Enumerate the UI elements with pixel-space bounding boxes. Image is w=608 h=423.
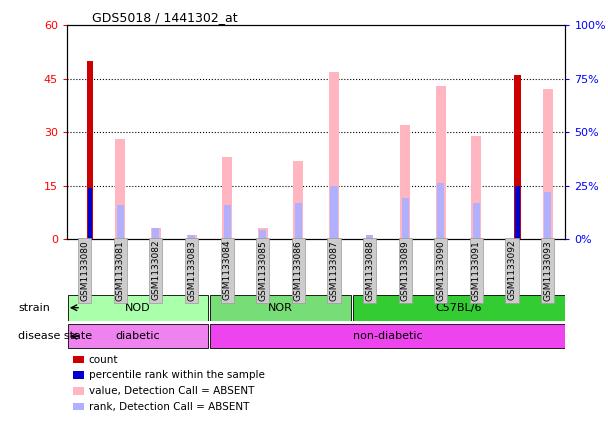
Bar <box>117 205 124 239</box>
Bar <box>436 86 446 239</box>
Bar <box>330 186 337 239</box>
Text: non-diabetic: non-diabetic <box>353 331 422 341</box>
Bar <box>366 235 373 239</box>
Bar <box>67 324 209 349</box>
Text: C57BL/6: C57BL/6 <box>435 303 482 313</box>
Text: strain: strain <box>18 303 50 313</box>
Bar <box>471 136 482 239</box>
Bar <box>153 228 159 239</box>
Bar <box>402 198 409 239</box>
Text: GSM1133087: GSM1133087 <box>330 240 339 301</box>
Bar <box>210 324 565 349</box>
Text: GSM1133089: GSM1133089 <box>401 240 410 301</box>
Text: rank, Detection Call = ABSENT: rank, Detection Call = ABSENT <box>89 401 249 412</box>
Text: GSM1133080: GSM1133080 <box>80 240 89 301</box>
Bar <box>210 294 351 321</box>
Bar <box>437 184 444 239</box>
Text: GSM1133085: GSM1133085 <box>258 240 268 301</box>
Text: GDS5018 / 1441302_at: GDS5018 / 1441302_at <box>92 11 238 24</box>
Text: count: count <box>89 354 119 365</box>
Bar <box>544 192 551 239</box>
Bar <box>400 125 410 239</box>
Bar <box>258 228 268 239</box>
Text: GSM1133083: GSM1133083 <box>187 240 196 301</box>
Text: GSM1133091: GSM1133091 <box>472 240 481 301</box>
Text: GSM1133086: GSM1133086 <box>294 240 303 301</box>
Text: diabetic: diabetic <box>116 331 161 341</box>
Bar <box>88 188 92 239</box>
Bar <box>329 71 339 239</box>
Bar <box>295 203 302 239</box>
Text: GSM1133084: GSM1133084 <box>223 240 232 300</box>
Text: disease state: disease state <box>18 331 92 341</box>
Text: GSM1133082: GSM1133082 <box>151 240 161 300</box>
Bar <box>188 235 195 239</box>
Bar <box>514 75 520 239</box>
Text: NOD: NOD <box>125 303 151 313</box>
Text: GSM1133090: GSM1133090 <box>437 240 445 301</box>
Bar <box>473 203 480 239</box>
Bar <box>224 205 230 239</box>
Bar <box>515 186 519 239</box>
Bar <box>67 294 209 321</box>
Bar <box>87 61 93 239</box>
Bar <box>187 236 196 239</box>
Bar <box>294 161 303 239</box>
Bar <box>222 157 232 239</box>
Text: percentile rank within the sample: percentile rank within the sample <box>89 370 264 380</box>
Text: GSM1133092: GSM1133092 <box>508 240 517 300</box>
Text: GSM1133088: GSM1133088 <box>365 240 374 301</box>
Bar <box>543 90 553 239</box>
Text: GSM1133081: GSM1133081 <box>116 240 125 301</box>
Text: value, Detection Call = ABSENT: value, Detection Call = ABSENT <box>89 386 254 396</box>
Bar <box>151 228 161 239</box>
Text: GSM1133093: GSM1133093 <box>543 240 552 301</box>
Bar <box>353 294 565 321</box>
Text: NOR: NOR <box>268 303 293 313</box>
Bar <box>116 139 125 239</box>
Bar <box>259 231 266 239</box>
